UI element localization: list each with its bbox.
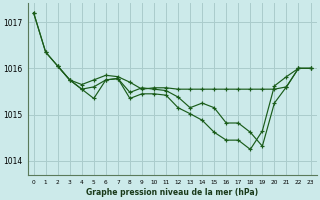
X-axis label: Graphe pression niveau de la mer (hPa): Graphe pression niveau de la mer (hPa) — [86, 188, 258, 197]
